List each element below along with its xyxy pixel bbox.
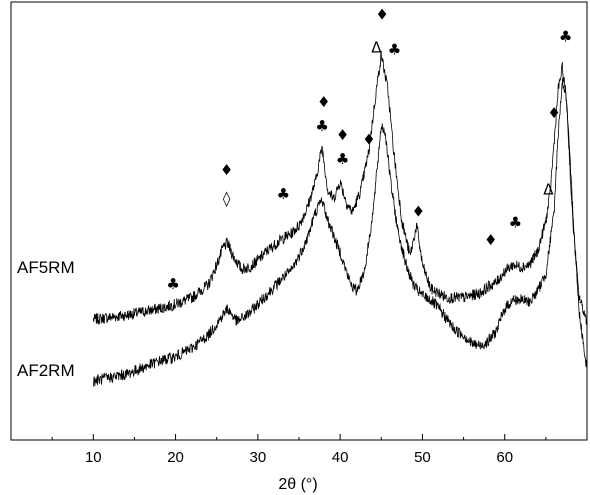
x-tick-label: 20 xyxy=(167,449,184,466)
peak-marker: ♦ xyxy=(220,161,233,179)
peak-marker: ♣ xyxy=(559,27,572,45)
peak-marker: ♦ xyxy=(375,6,388,24)
peak-marker: ♦ xyxy=(336,126,349,144)
peak-marker: ♦ xyxy=(317,93,330,111)
peak-marker: ♣ xyxy=(388,41,401,59)
peak-marker: ♣ xyxy=(315,117,328,135)
peak-marker: Δ xyxy=(543,181,554,199)
x-axis-label: 2θ (°) xyxy=(278,476,317,493)
x-tick-label: 40 xyxy=(332,449,349,466)
x-tick-label: 60 xyxy=(496,449,513,466)
peak-marker: ♣ xyxy=(509,214,522,232)
peak-marker: ♣ xyxy=(336,150,349,168)
peak-markers: ♣♦◊ ♣♦♣ ♦♣♦Δ♦♣♦♦♣Δ♦♣ xyxy=(166,6,572,293)
peak-marker: ♦ xyxy=(362,130,375,148)
x-tick-label: 50 xyxy=(414,449,431,466)
peak-marker: ♦ xyxy=(412,203,425,221)
x-tick-label: 30 xyxy=(250,449,267,466)
x-tick-label: 10 xyxy=(85,449,102,466)
series-line-af2rm xyxy=(92,78,588,387)
series-lines xyxy=(92,50,588,387)
peak-marker: Δ xyxy=(371,38,382,56)
peak-marker: ♦ xyxy=(547,104,560,122)
peak-marker: ♣ xyxy=(166,275,179,293)
peak-marker: ♦ xyxy=(484,231,497,249)
series-label-af2rm: AF2RM xyxy=(17,361,75,380)
series-line-af5rm xyxy=(92,50,588,326)
plot-frame xyxy=(10,1,588,441)
peak-marker: ◊ xyxy=(223,189,231,207)
series-label-af5rm: AF5RM xyxy=(17,258,75,277)
peak-marker: ♣ xyxy=(277,185,290,203)
x-axis-ticks: 10 20 30 40 50 60 xyxy=(51,434,547,466)
